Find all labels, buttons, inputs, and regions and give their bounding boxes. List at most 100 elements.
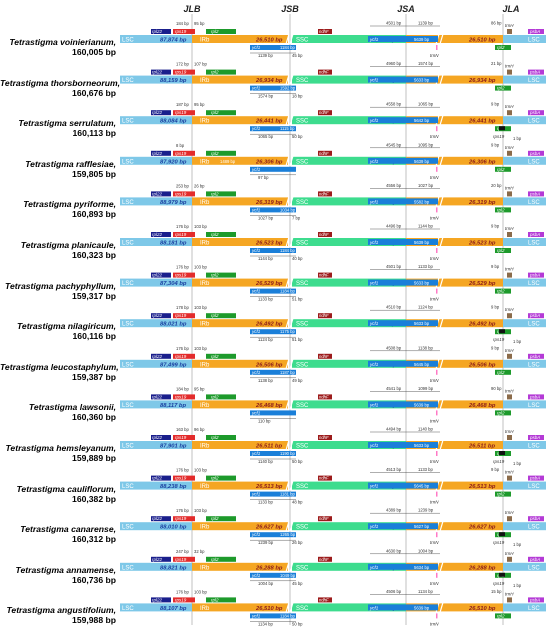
gene-rpl2-ira — [495, 410, 511, 416]
bp-label-ycf1-fragment: 1181 bp — [280, 492, 295, 497]
gene-rps19 — [173, 150, 195, 156]
gene-label-ycf1: ycf1 — [369, 240, 379, 245]
junction-label-jla: JLA — [502, 4, 520, 14]
bp-label-top-right-2: 1144 bp — [418, 224, 433, 229]
region-label-ssc: SSC — [296, 403, 309, 409]
region-irb — [192, 522, 288, 531]
gene-rpl2 — [206, 69, 236, 75]
gene-label-ycf1-fragment: ycf1 — [251, 573, 261, 578]
region-lsc-left — [120, 522, 192, 531]
region-ira — [406, 603, 503, 612]
gene-label-trnn: trnN — [430, 540, 439, 545]
gene-rpl2 — [206, 191, 236, 197]
gene-label-rps19: rps19 — [175, 394, 187, 399]
region-lsc-right — [503, 400, 546, 409]
region-length-lsc: 88,084 bp — [160, 119, 187, 125]
bp-label-bottom-left: 1133 bp — [258, 297, 273, 302]
region-label-lsc: LSC — [122, 606, 134, 612]
region-ira — [406, 75, 503, 84]
bp-label-top-right-2: 1099 bp — [418, 386, 434, 391]
bp-label-bottom-left-2: 51 bp — [292, 297, 303, 302]
species-name: Tetrastigma nilagiricum, — [16, 321, 116, 332]
region-label-ssc: SSC — [296, 78, 309, 84]
gene-label-trnn: trnN — [430, 500, 439, 505]
gene-ycf1 — [368, 279, 438, 286]
region-length-irb: 26,441 bp — [255, 119, 283, 125]
region-label-lsc-right: LSC — [528, 484, 540, 490]
region-ssc — [292, 562, 406, 571]
gene-label-ycf1: ycf1 — [369, 159, 379, 164]
bp-label-top-left: 176 bp — [176, 224, 189, 229]
gene-label-trnh: trnH — [505, 145, 514, 150]
gene-label-ycf1-fragment: ycf1 — [251, 86, 261, 91]
gene-label-ycf1-fragment: ycf1 — [251, 289, 261, 294]
region-irb — [192, 441, 288, 449]
gene-label-rpl2: rpl2 — [211, 29, 219, 34]
region-label-lsc-right: LSC — [528, 444, 540, 450]
gene-ycf1-fragment — [250, 126, 296, 132]
region-ssc — [292, 278, 406, 287]
bp-label-top-right: 4541 bp — [386, 386, 402, 391]
gene-rpl22 — [151, 394, 171, 400]
gene-rpl22 — [151, 191, 171, 197]
gene-rps19 — [173, 110, 195, 116]
bp-label-bottom-left: 110 bp — [258, 418, 271, 423]
gene-rpl22 — [151, 353, 171, 359]
gene-trnh — [507, 110, 512, 116]
bp-label-top-right-2: 1133 bp — [418, 264, 433, 269]
region-length-irb: 26,510 bp — [255, 606, 283, 612]
gene-label-rps19-ira: rps19 — [493, 134, 505, 139]
gene-trnn — [436, 572, 438, 578]
bp-label-top-far: 20 bp — [491, 183, 502, 188]
genome-size: 159,988 bp — [72, 615, 116, 626]
bp-label-top-right: 4496 bp — [386, 224, 402, 229]
break-mark — [285, 399, 294, 410]
species-label: Tetrastigma angustifolium, 159,988 bp — [0, 605, 116, 625]
bp-label-top-right-2: 1095 bp — [418, 142, 434, 147]
gene-label-ndhf: ndhF — [319, 70, 329, 75]
bp-label-bottom-left: 1574 bp — [258, 94, 274, 99]
region-ssc — [292, 156, 406, 165]
bp-label-bottom-left: 1138 bp — [258, 378, 273, 383]
gene-label-rpl2: rpl2 — [211, 273, 219, 278]
break-mark — [285, 358, 294, 369]
gene-rps19 — [173, 597, 195, 603]
bp-label-top-left: 247 bp — [176, 549, 189, 554]
region-length-irb: 26,468 bp — [255, 403, 283, 409]
gene-label-rpl22: rpl22 — [152, 476, 163, 481]
bp-label-top-left: 172 bp — [176, 62, 189, 67]
gene-ycf1 — [368, 523, 438, 530]
gene-label-ycf1: ycf1 — [369, 565, 379, 570]
gene-ndhf — [318, 150, 332, 156]
region-ssc — [292, 35, 406, 43]
gene-rpl2 — [206, 394, 236, 400]
region-label-lsc-right: LSC — [528, 362, 540, 368]
gene-label-psba: psbA — [529, 516, 540, 521]
gene-ycf1 — [368, 563, 438, 570]
gene-trnh — [507, 394, 512, 400]
region-lsc-left — [120, 603, 192, 612]
region-length-ira: 26,627 bp — [468, 525, 496, 531]
species-label: Tetrastigma cauliflorum, 160,382 bp — [0, 484, 117, 504]
species-label: Tetrastigma serrulatum, 160,113 bp — [0, 118, 116, 138]
gene-label-trnn: trnN — [430, 215, 439, 220]
gene-rps19 — [173, 69, 195, 75]
gene-label-trnn: trnN — [430, 418, 439, 423]
gene-trnn — [436, 491, 438, 497]
region-label-lsc-right: LSC — [528, 403, 540, 409]
gene-ndhf — [318, 597, 332, 603]
gene-label-ndhf: ndhF — [319, 476, 329, 481]
gene-label-rpl22: rpl22 — [152, 557, 163, 562]
genome-size: 160,382 bp — [72, 493, 116, 504]
region-label-ssc: SSC — [296, 322, 309, 328]
bp-label-bottom-left: 1239 bp — [258, 540, 274, 545]
gene-label-psba: psbA — [529, 313, 540, 318]
genome-size: 159,317 bp — [72, 290, 116, 301]
gene-label-rpl2: rpl2 — [211, 597, 219, 602]
gene-label-trnn: trnN — [430, 378, 439, 383]
region-label-irb: IRb — [200, 38, 210, 44]
gene-ycf1 — [368, 442, 438, 448]
region-label-ssc: SSC — [296, 484, 309, 490]
region-label-lsc: LSC — [122, 525, 134, 531]
